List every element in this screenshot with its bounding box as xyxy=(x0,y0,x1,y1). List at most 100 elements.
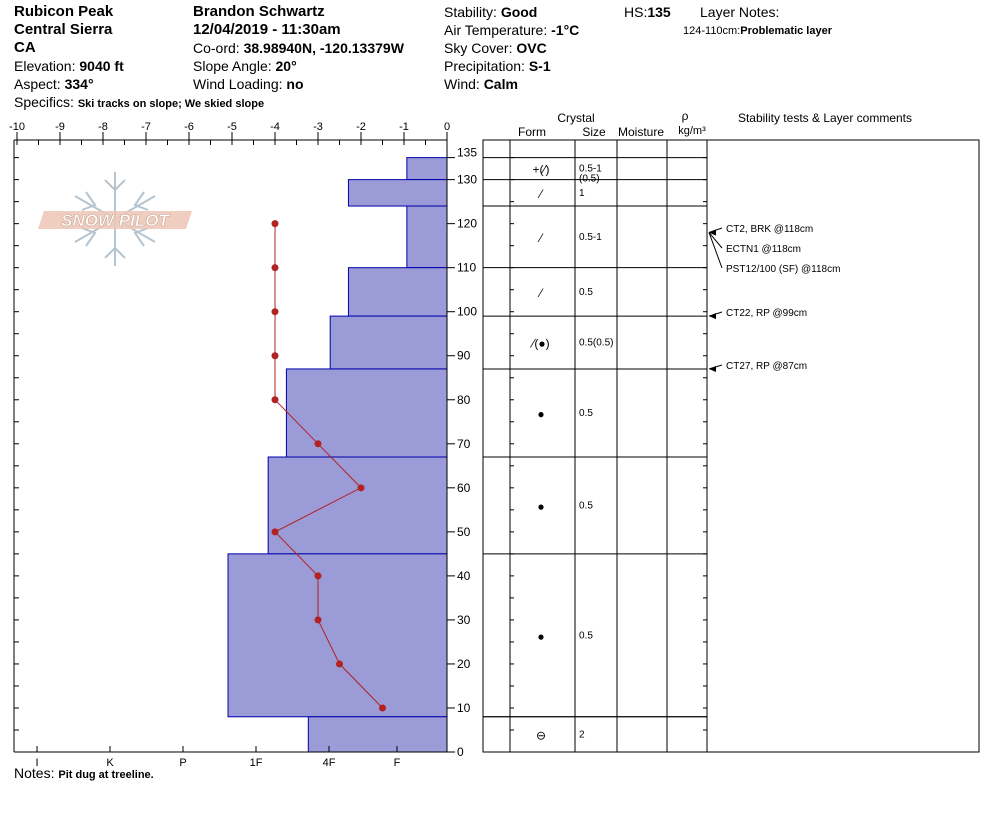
stability-value: Good xyxy=(500,4,538,20)
specifics-value: Ski tracks on slope; We skied slope xyxy=(77,98,265,110)
depth-tick-label: 60 xyxy=(457,481,471,495)
sky-cover: Sky Cover: OVC xyxy=(444,39,547,57)
temp-tick-label: 0 xyxy=(444,121,450,133)
temp-tick-label: -2 xyxy=(356,121,366,133)
sky-value: OVC xyxy=(516,40,547,56)
coordinates: Co-ord: 38.98940N, -120.13379W xyxy=(193,39,404,57)
temp-tick-label: -3 xyxy=(313,121,323,133)
temperature-point xyxy=(314,616,322,624)
hardness-bar xyxy=(406,157,448,181)
precip-value: S-1 xyxy=(528,58,551,74)
temperature-point xyxy=(357,484,365,492)
test-leader-line xyxy=(708,232,723,269)
precipitation: Precipitation: S-1 xyxy=(444,57,551,75)
wind-label: Wind: xyxy=(444,76,480,92)
temperature-point xyxy=(271,396,279,404)
stability-test-label: PST12/100 (SF) @118cm xyxy=(726,264,840,275)
crystal-size: 2 xyxy=(579,729,585,740)
stability-test-label: ECTN1 @118cm xyxy=(726,244,801,255)
hardness-tick-label: 4F xyxy=(323,757,336,769)
depth-tick-label: 20 xyxy=(457,657,471,671)
sky-label: Sky Cover: xyxy=(444,40,513,56)
temperature-point xyxy=(271,528,279,536)
slope-angle: Slope Angle: 20° xyxy=(193,57,297,75)
elevation-value: 9040 ft xyxy=(79,58,124,74)
air-temp-label: Air Temperature: xyxy=(444,22,548,38)
date-time: 12/04/2019 - 11:30am xyxy=(193,21,341,38)
wind-loading-label: Wind Loading: xyxy=(193,76,283,92)
layer-note-text: Problematic layer xyxy=(740,25,832,37)
temp-tick-label: -8 xyxy=(98,121,108,133)
specifics-label: Specifics: xyxy=(14,94,74,110)
depth-tick-label: 130 xyxy=(457,173,477,187)
crystal-form: ⁄ xyxy=(537,286,544,300)
notes-value: Pit dug at treeline. xyxy=(58,769,154,781)
crystal-size: 0.5 xyxy=(579,630,593,641)
density-header: ρ xyxy=(682,109,689,123)
wind-loading: Wind Loading: no xyxy=(193,75,304,93)
stability: Stability: Good xyxy=(444,3,537,21)
aspect-value: 334° xyxy=(64,76,94,92)
temperature-point xyxy=(314,440,322,448)
depth-tick-label: 50 xyxy=(457,525,471,539)
air-temp-value: -1°C xyxy=(551,22,580,38)
crystal-form: ⁄ xyxy=(537,231,544,245)
temperature-line xyxy=(274,223,383,709)
depth-tick-label: 90 xyxy=(457,349,471,363)
hardness-tick-label: 1F xyxy=(250,757,263,769)
test-arrow-icon xyxy=(709,229,716,236)
depth-tick-label: 110 xyxy=(457,261,476,275)
crystal-form: +(⁄) xyxy=(532,163,549,177)
temp-tick-label: -4 xyxy=(270,121,280,133)
snow-height: HS:135 xyxy=(624,3,671,21)
density-unit: kg/m³ xyxy=(678,125,706,137)
crystal-size: 0.5(0.5) xyxy=(579,338,613,349)
notes-label: Notes: xyxy=(14,765,55,781)
temp-tick-label: -10 xyxy=(9,121,25,133)
air-temperature: Air Temperature: -1°C xyxy=(444,21,579,39)
temperature-point xyxy=(271,220,279,228)
depth-tick-label: 100 xyxy=(457,305,477,319)
test-leader-line xyxy=(708,232,723,249)
depth-tick-label: 80 xyxy=(457,393,471,407)
crystal-form: ⁄(●) xyxy=(529,337,549,351)
elevation-label: Elevation: xyxy=(14,58,76,74)
state: CA xyxy=(14,39,36,56)
observer: Brandon Schwartz xyxy=(193,3,325,20)
crystal-size: 0.5 xyxy=(579,500,593,511)
depth-tick-label: 0 xyxy=(457,745,464,759)
specifics: Specifics: Ski tracks on slope; We skied… xyxy=(14,93,264,113)
crystal-size: 0.5 xyxy=(579,408,593,419)
wind-loading-value: no xyxy=(286,76,304,92)
tests-header: Stability tests & Layer comments xyxy=(738,111,912,125)
size-header: Size xyxy=(582,125,606,139)
temperature-point xyxy=(271,352,279,360)
layer-notes-label: Layer Notes: xyxy=(700,4,780,20)
temperature-point xyxy=(379,704,386,712)
crystal-table: Crystal Form Size Moisture ρ kg/m³ Stability t… xyxy=(482,109,980,753)
stability-test-label: CT27, RP @87cm xyxy=(726,361,807,372)
hardness-bar xyxy=(285,368,448,458)
depth-tick-label: 40 xyxy=(457,569,471,583)
precip-label: Precipitation: xyxy=(444,58,525,74)
table-frame xyxy=(482,139,980,753)
temperature-point xyxy=(336,660,343,668)
temp-tick-label: -7 xyxy=(141,121,151,133)
temp-tick-label: -5 xyxy=(227,121,237,133)
stability-test-label: CT22, RP @99cm xyxy=(726,308,807,319)
hardness-tick-label: F xyxy=(394,757,401,769)
depth-tick-label: 120 xyxy=(457,217,477,231)
test-arrow-icon xyxy=(709,365,716,372)
wind-value: Calm xyxy=(483,76,518,92)
crystal-form: ● xyxy=(537,629,544,643)
crystal-form: ⊖ xyxy=(536,728,546,742)
crystal-size: 1 xyxy=(579,188,585,199)
temp-tick-label: -6 xyxy=(184,121,194,133)
temperature-point xyxy=(271,308,279,316)
hardness-bar xyxy=(347,267,448,317)
depth-tick-label: 70 xyxy=(457,437,471,451)
temp-tick-label: -1 xyxy=(399,121,409,133)
hardness-tick-label: K xyxy=(106,757,114,769)
site-name: Rubicon Peak xyxy=(14,3,114,20)
layer-note: 124-110cm:Problematic layer xyxy=(683,22,832,40)
